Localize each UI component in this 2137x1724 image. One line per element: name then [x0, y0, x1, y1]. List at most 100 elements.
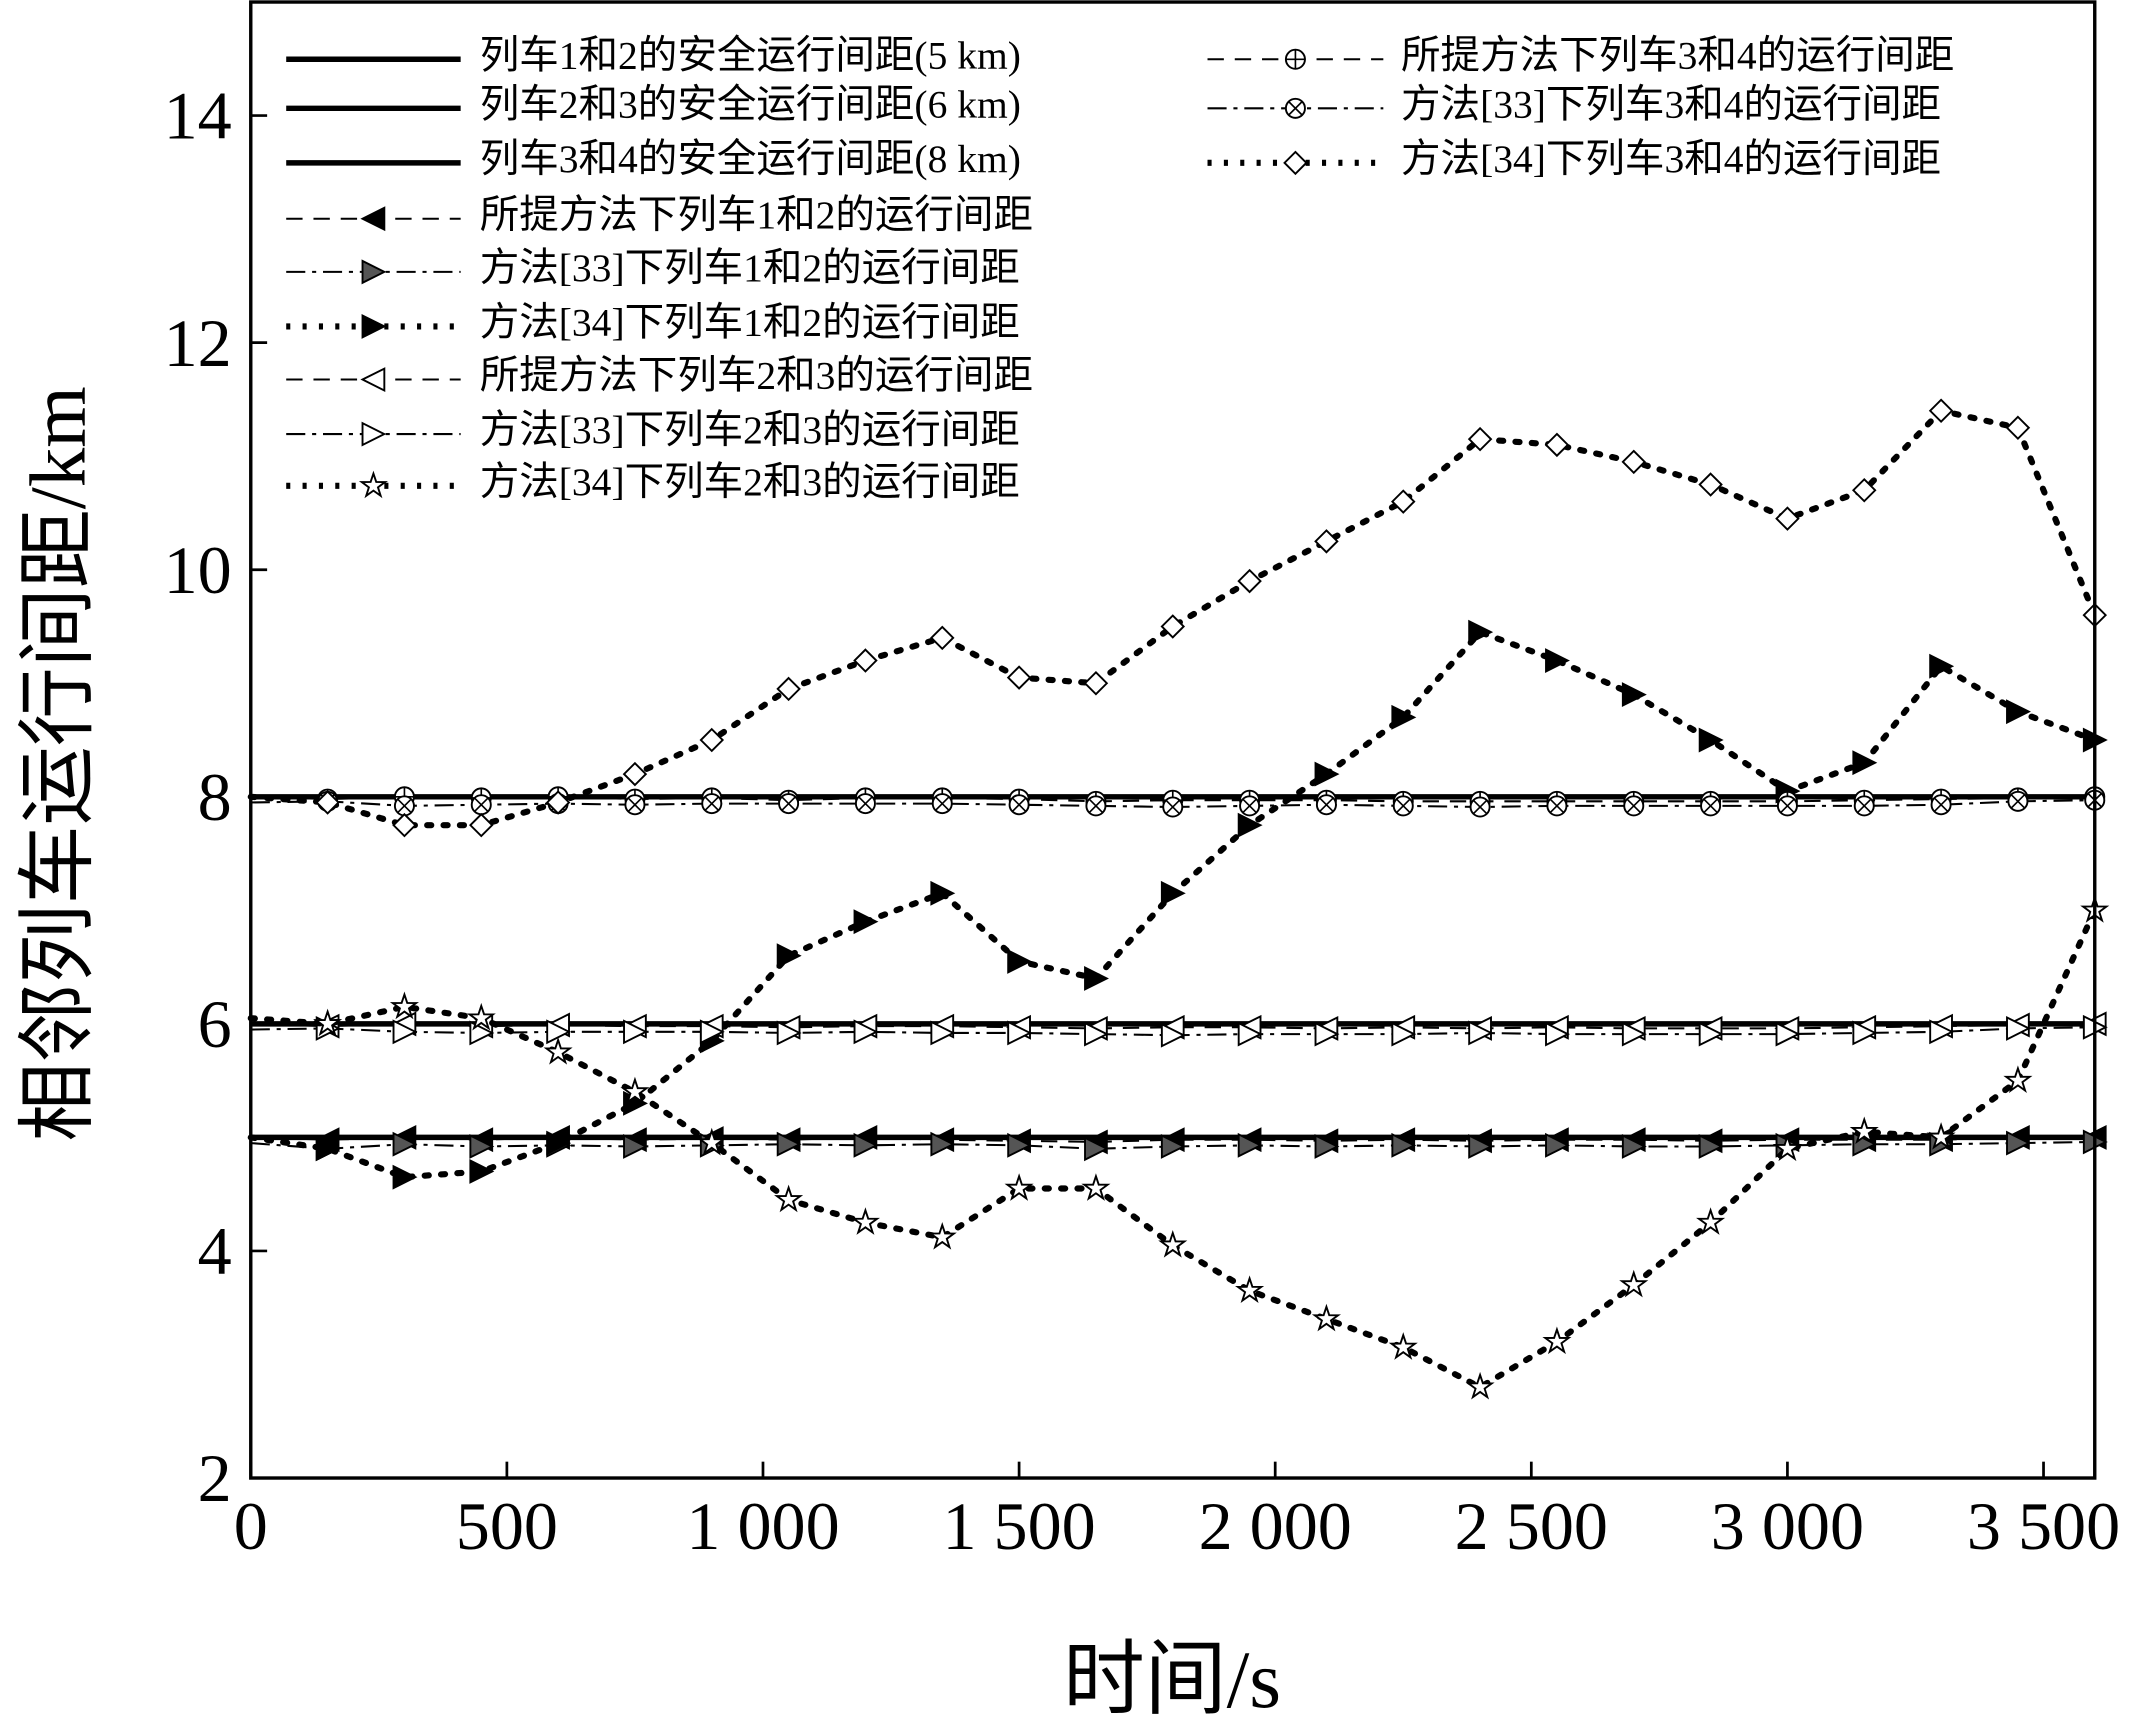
- marker: [1772, 1133, 1802, 1162]
- data-point: [393, 795, 415, 817]
- marker: [1314, 1134, 1340, 1159]
- marker: [1314, 1021, 1340, 1047]
- marker: [1391, 1132, 1417, 1158]
- x-tick-label: 500: [456, 1488, 558, 1564]
- marker: [360, 367, 386, 392]
- marker: [620, 1076, 650, 1105]
- marker: [1698, 1134, 1724, 1159]
- data-point: [1158, 1229, 1188, 1258]
- data-point: [315, 790, 340, 815]
- y-tick-label: 12: [164, 305, 232, 381]
- marker: [1007, 948, 1033, 974]
- marker: [776, 1020, 802, 1046]
- data-point: [1775, 506, 1800, 531]
- data-point: [1235, 1275, 1265, 1304]
- marker: [1391, 704, 1417, 730]
- marker: [930, 880, 956, 906]
- marker: [623, 1019, 648, 1045]
- legend-label: 方法[33]下列车3和4的运行间距: [1401, 82, 1941, 126]
- data-point: [1545, 648, 1570, 673]
- data-point: [1007, 948, 1033, 974]
- marker: [1160, 614, 1186, 639]
- data-point: [1542, 1326, 1572, 1355]
- plot-frame: [249, 0, 2097, 1480]
- marker: [313, 1008, 343, 1037]
- marker: [1006, 665, 1032, 690]
- data-point: [1467, 426, 1493, 452]
- marker: [2010, 793, 2026, 809]
- marker: [1698, 472, 1723, 497]
- marker: [389, 991, 419, 1020]
- marker: [1619, 1269, 1649, 1298]
- data-point: [1085, 795, 1107, 817]
- marker: [1084, 1021, 1109, 1047]
- marker: [1288, 100, 1303, 116]
- data-point: [1314, 1021, 1340, 1047]
- data-point: [1623, 795, 1645, 817]
- marker: [776, 943, 802, 969]
- legend-label: 列车1和2的安全运行间距(5 km): [480, 33, 1021, 77]
- marker: [622, 761, 648, 787]
- marker: [930, 1020, 956, 1046]
- marker: [1468, 1020, 1494, 1046]
- marker: [1319, 797, 1334, 813]
- marker: [1237, 568, 1262, 594]
- data-point: [1928, 398, 1954, 424]
- data-point: [1926, 1122, 1956, 1150]
- legend-label: 列车2和3的安全运行间距(6 km): [480, 82, 1021, 126]
- x-tick-label: 2 000: [1199, 1488, 1352, 1564]
- legend-label: 列车3和4的安全运行间距(8 km): [480, 137, 1021, 181]
- data-point: [1237, 1132, 1263, 1158]
- marker: [473, 797, 489, 813]
- marker: [392, 1019, 418, 1045]
- y-tick-label: 8: [198, 759, 232, 835]
- marker: [2003, 1065, 2033, 1094]
- marker: [392, 1131, 418, 1157]
- legend-entry: 所提方法下列车3和4的运行间距: [1207, 33, 1954, 77]
- data-point: [1546, 795, 1568, 817]
- marker: [930, 1131, 956, 1157]
- data-point: [1929, 653, 1955, 679]
- marker: [469, 1134, 495, 1159]
- marker: [1852, 477, 1877, 503]
- y-tick-label: 6: [198, 986, 232, 1062]
- marker: [1621, 682, 1647, 708]
- marker: [1468, 1134, 1494, 1159]
- marker: [934, 796, 950, 811]
- x-tick-label: 1 000: [686, 1488, 839, 1564]
- marker: [2005, 415, 2031, 441]
- legend-label: 所提方法下列车1和2的运行间距: [480, 193, 1033, 237]
- legend-entry: 方法[33]下列车3和4的运行间距: [1207, 82, 1941, 126]
- marker: [1283, 150, 1308, 176]
- marker: [1852, 1020, 1878, 1046]
- legend-label: 方法[34]下列车3和4的运行间距: [1401, 137, 1941, 181]
- marker: [1237, 1132, 1263, 1158]
- data-point: [1468, 1134, 1494, 1159]
- marker: [776, 676, 801, 702]
- legend-label: 方法[34]下列车2和3的运行间距: [480, 460, 1020, 504]
- data-point: [1160, 1134, 1186, 1159]
- marker: [774, 1184, 804, 1213]
- data-point: [776, 943, 802, 969]
- marker: [1311, 1303, 1341, 1332]
- data-point: [315, 1136, 341, 1162]
- marker: [1160, 880, 1186, 906]
- marker: [1545, 648, 1570, 673]
- marker: [1928, 398, 1954, 424]
- data-point: [853, 1019, 879, 1045]
- data-point: [854, 793, 876, 815]
- data-point: [1081, 1173, 1111, 1201]
- data-point: [1237, 1021, 1263, 1047]
- marker: [1467, 426, 1493, 452]
- data-point: [853, 1132, 879, 1158]
- data-point: [469, 1159, 495, 1184]
- marker: [358, 470, 388, 499]
- data-point: [850, 1207, 880, 1235]
- data-point: [1621, 449, 1647, 475]
- data-point: [2006, 1015, 2031, 1041]
- y-tick-label: 2: [198, 1440, 232, 1516]
- marker: [1542, 1326, 1572, 1355]
- marker: [315, 1136, 341, 1162]
- marker: [543, 1036, 573, 1065]
- data-point: [1314, 529, 1339, 554]
